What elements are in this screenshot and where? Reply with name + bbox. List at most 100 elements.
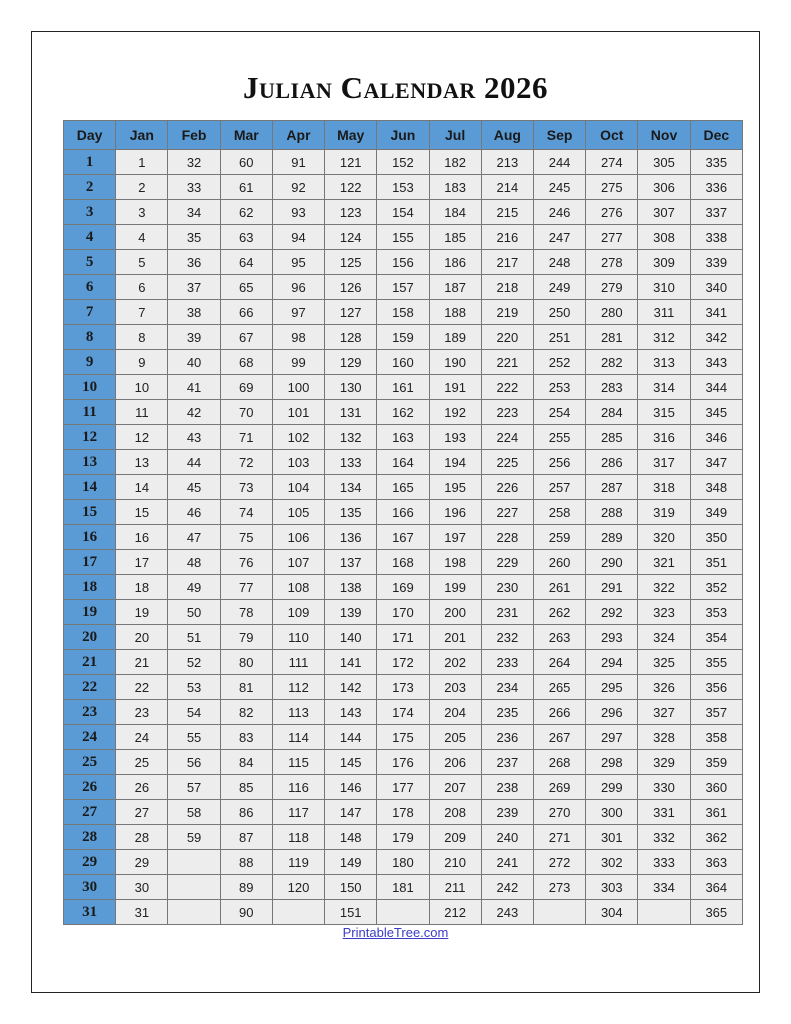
julian-day-cell (376, 899, 430, 925)
julian-day-cell: 350 (689, 524, 744, 550)
julian-day-cell: 50 (167, 599, 221, 625)
julian-day-cell: 27 (115, 799, 169, 825)
julian-day-cell: 330 (637, 774, 691, 800)
julian-day-cell: 360 (689, 774, 744, 800)
julian-day-cell: 270 (532, 799, 587, 825)
julian-day-cell: 164 (376, 449, 430, 475)
day-number-cell: 19 (62, 599, 117, 625)
julian-day-cell: 283 (585, 374, 639, 400)
julian-day-cell: 300 (585, 799, 639, 825)
julian-day-cell: 78 (219, 599, 273, 625)
julian-day-cell: 67 (219, 324, 273, 350)
julian-day-cell: 275 (585, 174, 639, 200)
julian-day-cell: 51 (167, 624, 221, 650)
julian-day-cell: 313 (637, 349, 691, 375)
table-row: 26 26 57 85 116 146 177 207 238 269 299 330 360 (62, 774, 744, 800)
day-number-cell: 14 (62, 474, 117, 500)
julian-day-cell: 286 (585, 449, 639, 475)
julian-day-cell: 187 (428, 274, 482, 300)
julian-day-cell: 117 (271, 799, 326, 825)
julian-day-cell: 267 (532, 724, 587, 750)
julian-day-cell: 33 (167, 174, 221, 200)
julian-day-cell: 285 (585, 424, 639, 450)
julian-day-cell: 38 (167, 299, 221, 325)
julian-day-cell: 20 (115, 624, 169, 650)
julian-day-cell: 280 (585, 299, 639, 325)
table-row: 25 25 56 84 115 145 176 206 237 268 298 329 359 (62, 749, 744, 775)
julian-day-cell: 57 (167, 774, 221, 800)
julian-day-cell: 116 (271, 774, 326, 800)
julian-day-cell: 152 (376, 149, 430, 175)
julian-day-cell: 26 (115, 774, 169, 800)
julian-day-cell: 299 (585, 774, 639, 800)
julian-day-cell: 304 (585, 899, 639, 925)
julian-day-cell: 132 (324, 424, 378, 450)
julian-day-cell: 70 (219, 399, 273, 425)
julian-day-cell: 158 (376, 299, 430, 325)
day-number-cell: 30 (62, 874, 117, 900)
julian-day-cell: 137 (324, 549, 378, 575)
julian-day-cell: 246 (532, 199, 587, 225)
julian-day-cell: 269 (532, 774, 587, 800)
julian-day-cell: 356 (689, 674, 744, 700)
julian-day-cell: 58 (167, 799, 221, 825)
julian-day-cell: 215 (480, 199, 534, 225)
julian-day-cell: 154 (376, 199, 430, 225)
day-number-cell: 23 (62, 699, 117, 725)
julian-day-cell: 227 (480, 499, 534, 525)
julian-day-cell: 149 (324, 849, 378, 875)
julian-day-cell: 274 (585, 149, 639, 175)
printabletree-link[interactable]: PrintableTree.com (342, 925, 449, 940)
julian-day-cell: 69 (219, 374, 273, 400)
julian-day-cell: 96 (271, 274, 326, 300)
day-number-cell: 6 (62, 274, 117, 300)
julian-day-cell: 115 (271, 749, 326, 775)
table-row: 1 1 32 60 91 121 152 182 213 244 274 305 335 (62, 149, 744, 175)
julian-day-cell: 37 (167, 274, 221, 300)
julian-day-cell: 148 (324, 824, 378, 850)
julian-day-cell: 64 (219, 249, 273, 275)
julian-day-cell: 84 (219, 749, 273, 775)
julian-day-cell: 185 (428, 224, 482, 250)
julian-day-cell: 40 (167, 349, 221, 375)
julian-day-cell (167, 874, 221, 900)
julian-day-cell: 130 (324, 374, 378, 400)
table-row: 7 7 38 66 97 127 158 188 219 250 280 311 341 (62, 299, 744, 325)
day-number-cell: 21 (62, 649, 117, 675)
day-number-cell: 1 (62, 149, 117, 175)
julian-day-cell: 17 (115, 549, 169, 575)
julian-day-cell: 327 (637, 699, 691, 725)
julian-day-cell: 8 (115, 324, 169, 350)
header-day: Day (62, 120, 117, 150)
julian-day-cell: 214 (480, 174, 534, 200)
table-row: 27 27 58 86 117 147 178 208 239 270 300 331 361 (62, 799, 744, 825)
julian-day-cell: 178 (376, 799, 430, 825)
julian-day-cell: 103 (271, 449, 326, 475)
julian-day-cell: 331 (637, 799, 691, 825)
julian-day-cell: 265 (532, 674, 587, 700)
julian-day-cell: 172 (376, 649, 430, 675)
day-number-cell: 4 (62, 224, 117, 250)
day-number-cell: 31 (62, 899, 117, 925)
julian-day-cell: 228 (480, 524, 534, 550)
julian-day-cell: 145 (324, 749, 378, 775)
header-month: Mar (219, 120, 273, 150)
julian-day-cell: 335 (689, 149, 744, 175)
day-number-cell: 18 (62, 574, 117, 600)
julian-day-cell: 73 (219, 474, 273, 500)
day-number-cell: 2 (62, 174, 117, 200)
julian-day-cell: 65 (219, 274, 273, 300)
julian-day-cell: 165 (376, 474, 430, 500)
julian-day-cell: 319 (637, 499, 691, 525)
julian-day-cell: 169 (376, 574, 430, 600)
julian-day-cell: 71 (219, 424, 273, 450)
day-number-cell: 7 (62, 299, 117, 325)
julian-day-cell: 217 (480, 249, 534, 275)
julian-day-cell: 68 (219, 349, 273, 375)
julian-day-cell: 74 (219, 499, 273, 525)
julian-day-cell: 245 (532, 174, 587, 200)
julian-day-cell: 121 (324, 149, 378, 175)
julian-day-cell: 66 (219, 299, 273, 325)
julian-day-cell: 183 (428, 174, 482, 200)
julian-day-cell: 90 (219, 899, 273, 925)
